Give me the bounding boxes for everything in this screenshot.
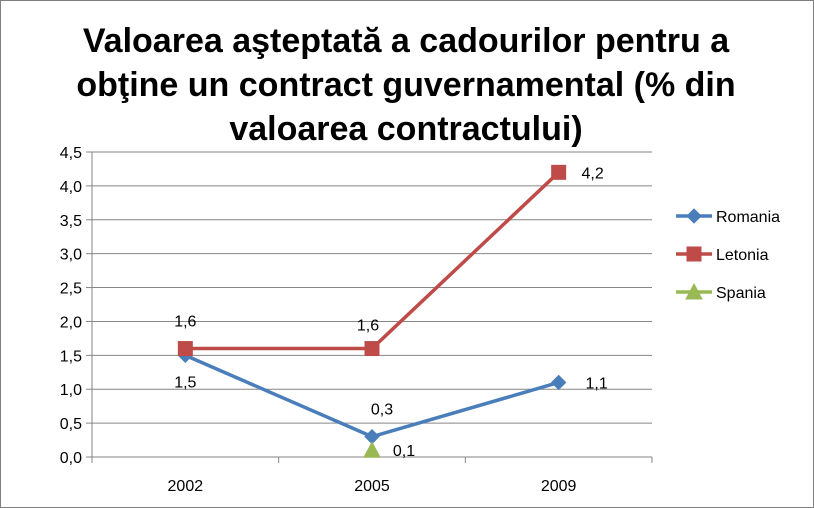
data-point-letonia: [364, 341, 380, 357]
data-label: 4,2: [582, 165, 604, 182]
legend-label-letonia: Letonia: [716, 247, 769, 264]
data-label: 0,3: [371, 402, 393, 419]
y-tick-label: 1,0: [60, 382, 82, 399]
chart-title-line-2: obţine un contract guvernamental (% din: [76, 66, 736, 104]
y-tick-label: 1,5: [60, 348, 82, 365]
data-label: 1,6: [357, 318, 379, 335]
y-tick-label: 3,5: [60, 213, 82, 230]
legend-label-romania: Romania: [716, 209, 780, 226]
data-point-romania: [550, 374, 567, 391]
legend-marker-spania: [685, 282, 703, 300]
legend-marker-romania: [686, 208, 702, 224]
y-tick-label: 0,5: [60, 416, 82, 433]
series-line-romania: [184, 353, 560, 439]
y-tick-label: 0,0: [60, 450, 82, 467]
data-label: 1,6: [174, 314, 196, 331]
y-tick-label: 2,5: [60, 281, 82, 298]
data-label: 1,1: [586, 375, 608, 392]
chart-title-line-1: Valoarea aşteptată a cadourilor pentru a: [82, 22, 730, 60]
legend-marker-letonia: [686, 246, 702, 262]
y-tick-label: 4,5: [60, 145, 82, 162]
y-tick-label: 2,0: [60, 314, 82, 331]
x-tick-label: 2002: [168, 478, 204, 495]
data-point-spania: [363, 441, 381, 458]
x-tick-label: 2005: [354, 478, 390, 495]
legend-label-spania: Spania: [716, 285, 766, 302]
x-tick-label: 2009: [541, 478, 577, 495]
chart-title: Valoarea aşteptată a cadourilor pentru a…: [41, 19, 771, 151]
data-point-letonia: [177, 341, 193, 357]
y-tick-label: 4,0: [60, 179, 82, 196]
y-tick-label: 3,0: [60, 247, 82, 264]
chart-title-line-3: valoarea contractului): [229, 110, 583, 148]
data-label: 1,5: [174, 374, 196, 391]
data-point-letonia: [551, 164, 567, 180]
data-label: 0,1: [393, 443, 415, 460]
